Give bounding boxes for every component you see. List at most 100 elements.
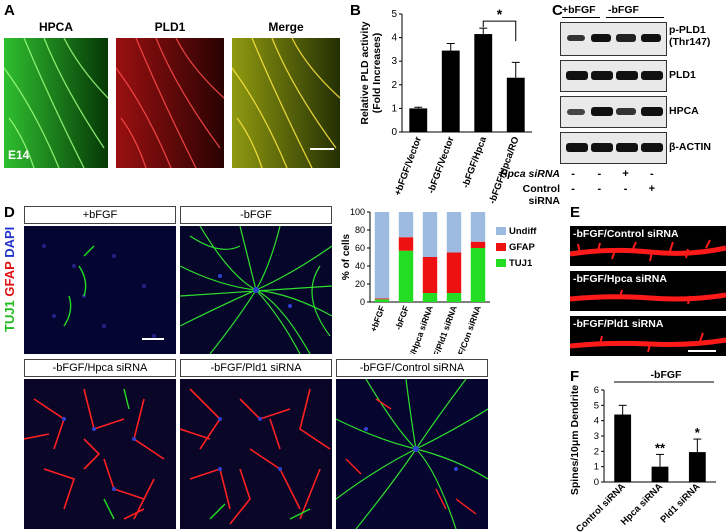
dendrite-title-pld1: -bFGF/Pld1 siRNA <box>573 318 664 330</box>
b-ytick-label: 1 <box>391 103 397 114</box>
blot-hpca <box>560 96 667 128</box>
f-bar <box>614 414 632 482</box>
b-ytick-label: 4 <box>391 33 397 44</box>
f-ytick-label: 3 <box>594 431 599 442</box>
blot-label-hpca: HPCA <box>669 105 699 117</box>
micrograph-pld1-sirna <box>180 379 332 529</box>
blot-label-p-pld1: p-PLD1 (Thr147) <box>669 24 711 48</box>
b-ytick-label: 0 <box>391 127 397 138</box>
b-ylabel-line: (Fold Increases) <box>371 33 383 114</box>
title-minus-bfgf: -bFGF <box>180 206 332 224</box>
d-bar-segment <box>374 299 390 302</box>
d-legend-swatch <box>496 259 506 267</box>
f-ytick-label: 0 <box>594 477 599 488</box>
panel-e-label: E <box>570 204 581 221</box>
marks-control-sirna: - - - + <box>571 183 656 195</box>
blot-label-beta-actin: β-ACTIN <box>669 141 711 153</box>
d-ytick-label: 60 <box>355 243 365 253</box>
marks-hpca-sirna: - - + - <box>571 168 654 180</box>
panel-a-title-merge: Merge <box>268 20 304 34</box>
f-sig-marker: ** <box>655 440 666 455</box>
micrograph-control-sirna <box>336 379 488 529</box>
b-xtick-label: -bFGF/Vector <box>426 135 457 195</box>
b-ytick-label: 3 <box>391 56 397 67</box>
d-bar-segment <box>422 293 438 302</box>
spine-density-chart: 0 1 2 3 4 5 6 Spines/10μm Dendrite -bFGF Control … <box>569 369 716 532</box>
d-xtick-label: +bFGF <box>368 304 387 333</box>
title-pld1-sirna: -bFGF/Pld1 siRNA <box>180 359 332 377</box>
d-bar-segment <box>398 212 414 238</box>
d-xtick-label: -bFGF <box>393 304 411 331</box>
b-ytick-label: 5 <box>391 9 397 20</box>
d-bar-segment <box>470 248 486 302</box>
panel-f-label: F <box>570 368 580 385</box>
header-minus-bfgf: -bFGF <box>608 4 639 16</box>
dendrite-title-hpca: -bFGF/Hpca siRNA <box>573 273 667 285</box>
f-group-label: -bFGF <box>651 369 682 381</box>
f-ylabel: Spines/10μm Dendrite <box>569 385 581 495</box>
dendrite-pld1-sirna: -bFGF/Pld1 siRNA <box>570 316 726 356</box>
scale-bar-merge <box>310 148 334 150</box>
f-ytick-label: 1 <box>594 462 599 473</box>
f-xtick-label: Pld1 siRNA <box>658 481 702 525</box>
d-bar-segment <box>398 237 414 251</box>
d-ytick-label: 100 <box>350 207 365 217</box>
stain-legend: TUJ1 GFAP DAPI <box>2 227 18 422</box>
pld1-micrograph <box>116 38 224 168</box>
b-bar <box>506 77 525 132</box>
stage-label: E14 <box>8 148 30 162</box>
panel-c-label: C <box>552 2 563 19</box>
merge-micrograph <box>232 38 340 168</box>
title-plus-bfgf: +bFGF <box>24 206 176 224</box>
d-bar-segment <box>374 212 390 299</box>
hpca-micrograph: E14 <box>4 38 108 168</box>
panel-d-label: D <box>4 204 15 221</box>
blot-pld1 <box>560 60 667 92</box>
d-bar-segment <box>398 250 414 302</box>
b-bar <box>441 50 460 132</box>
f-ytick-label: 5 <box>594 400 599 411</box>
f-sig-marker: * <box>695 425 701 440</box>
f-ytick-label: 6 <box>594 385 599 396</box>
dendrite-title-control: -bFGF/Control siRNA <box>573 228 679 240</box>
f-bar <box>651 466 669 482</box>
scale-bar-d <box>142 338 164 340</box>
dendrite-control-sirna: -bFGF/Control siRNA <box>570 226 726 266</box>
d-legend-swatch <box>496 243 506 251</box>
d-bar-segment <box>446 293 462 302</box>
panel-a-title-pld1: PLD1 <box>154 20 186 34</box>
d-legend-label: GFAP <box>509 242 536 253</box>
blot-beta-actin <box>560 132 667 164</box>
b-bar <box>474 34 493 133</box>
panel-a-title-hpca: HPCA <box>38 20 73 34</box>
header-line-minus <box>606 17 664 18</box>
b-ylabel-line: Relative PLD activity <box>359 21 371 124</box>
d-ylabel: % of cells <box>341 234 352 281</box>
d-bar-segment <box>422 257 438 293</box>
blot-label-pld1: PLD1 <box>669 69 696 81</box>
b-ytick-label: 2 <box>391 80 397 91</box>
b-bar <box>409 108 428 132</box>
b-sig-marker: * <box>497 6 503 22</box>
panel-b-label: B <box>350 2 361 19</box>
header-line-plus <box>562 17 600 18</box>
stain-tuj1: TUJ1 <box>2 300 17 332</box>
d-ytick-label: 0 <box>360 297 365 307</box>
condition-control-sirna: Control siRNA <box>522 183 560 207</box>
d-bar-segment <box>446 252 462 293</box>
f-bar <box>688 452 706 482</box>
f-ytick-label: 2 <box>594 446 599 457</box>
blot-p-pld1 <box>560 22 667 56</box>
d-legend-swatch <box>496 227 506 235</box>
f-xtick-label: Control siRNA <box>574 481 628 532</box>
d-bar-segment <box>374 298 390 300</box>
b-xtick-label: -bFGF/Hpca <box>460 135 489 190</box>
scale-bar-e <box>688 350 716 352</box>
b-ylabel: Relative PLD activity(Fold Increases) <box>359 21 383 124</box>
d-legend-label: Undiff <box>509 226 537 237</box>
d-bar-segment <box>446 212 462 253</box>
d-ytick-label: 80 <box>355 225 365 235</box>
d-ytick-label: 40 <box>355 261 365 271</box>
micrograph-hpca-sirna <box>24 379 176 529</box>
